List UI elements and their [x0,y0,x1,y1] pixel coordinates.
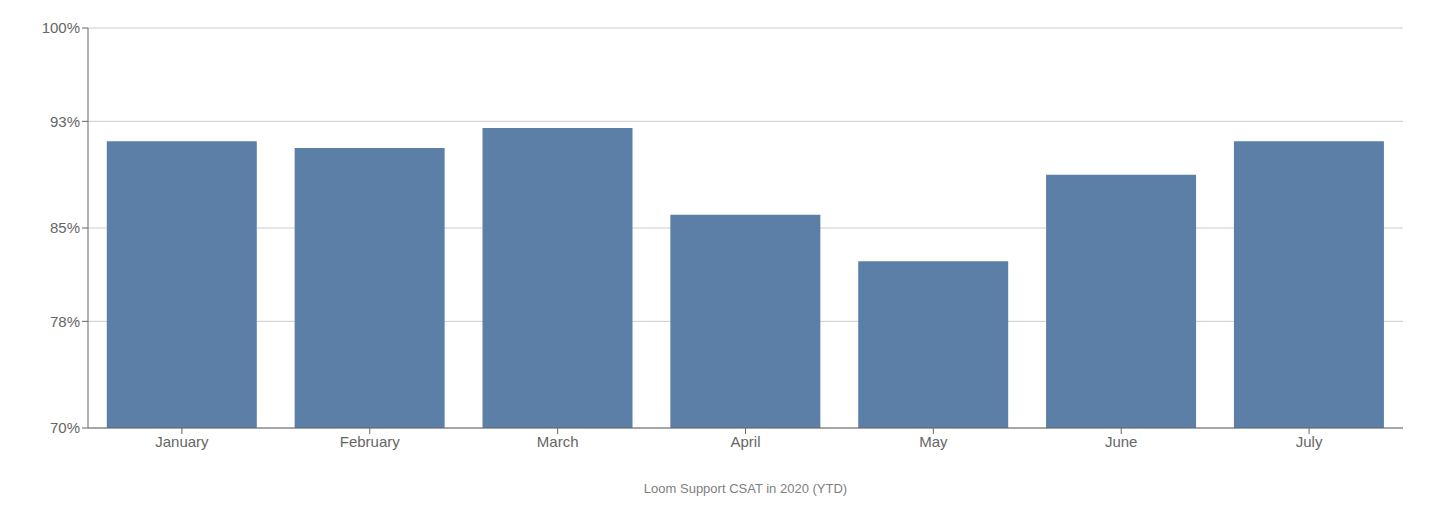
svg-text:May: May [919,433,948,450]
svg-text:85%: 85% [50,219,80,236]
svg-text:100%: 100% [42,19,80,36]
svg-text:February: February [340,433,401,450]
svg-text:June: June [1105,433,1138,450]
svg-text:March: March [537,433,579,450]
svg-text:January: January [155,433,209,450]
svg-text:July: July [1296,433,1323,450]
svg-text:93%: 93% [50,113,80,130]
svg-text:78%: 78% [50,313,80,330]
svg-text:70%: 70% [50,419,80,436]
svg-text:April: April [730,433,760,450]
svg-text:Loom Support CSAT in 2020 (YTD: Loom Support CSAT in 2020 (YTD) [644,481,847,496]
